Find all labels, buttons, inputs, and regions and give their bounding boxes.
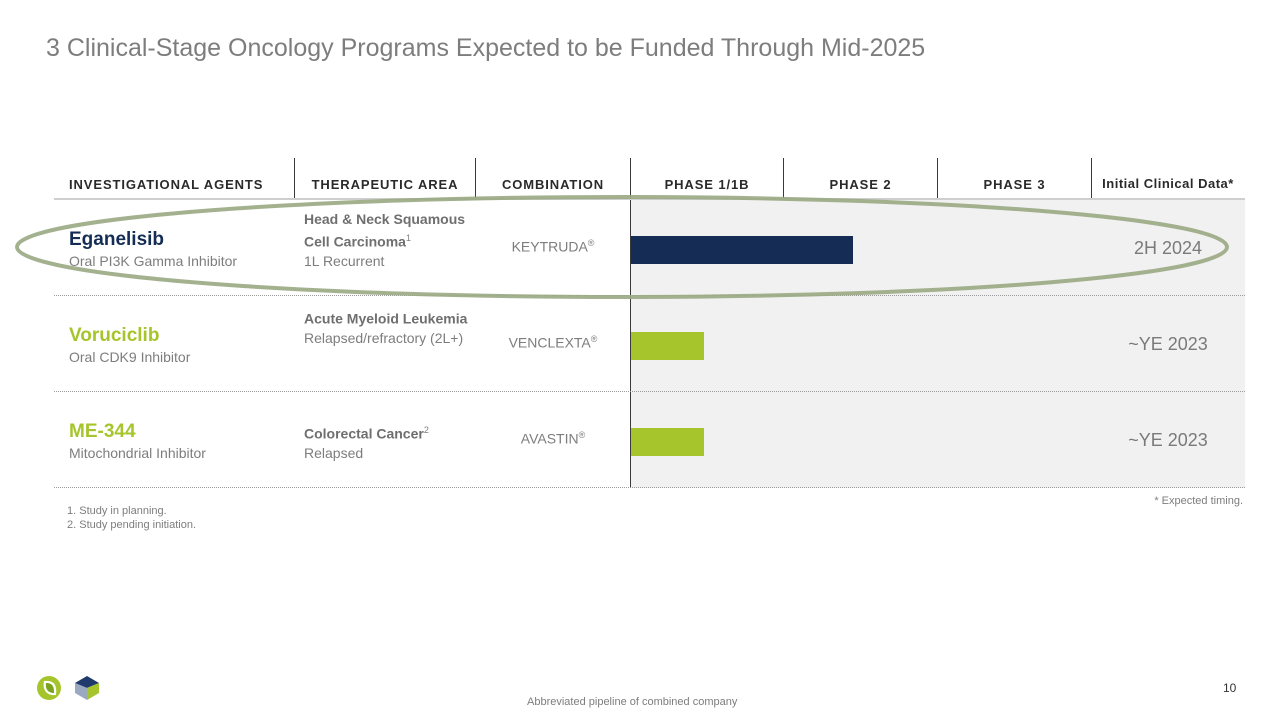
- header-divider: [937, 158, 938, 198]
- source-note: Abbreviated pipeline of combined company: [527, 696, 738, 708]
- initial-data-timing: ~YE 2023: [1128, 430, 1208, 450]
- page-number: 10: [1223, 681, 1237, 695]
- header-initial-data: Initial Clinical Data*: [1102, 176, 1234, 191]
- progress-bar: [631, 332, 704, 360]
- header-divider: [294, 158, 295, 198]
- therapeutic-area-line: Relapsed/refractory (2L+): [304, 329, 464, 346]
- footnote-1: 1. Study in planning.: [67, 505, 167, 517]
- header-divider: [1091, 158, 1092, 198]
- header-divider: [475, 158, 476, 198]
- header-phase1: PHASE 1/1B: [664, 177, 750, 192]
- highlight-ellipse-shape: [15, 195, 1229, 299]
- phase-divider: [630, 200, 631, 488]
- company-logo-icon: [37, 676, 61, 700]
- partner-logo-icon: [75, 676, 99, 700]
- header-divider: [783, 158, 784, 198]
- registered-mark: ®: [587, 238, 595, 248]
- initial-data-timing: 2H 2024: [1133, 238, 1203, 258]
- therapeutic-area-line: 1L Recurrent: [304, 252, 385, 269]
- combination-agent: VENCLEXTA®: [476, 334, 630, 351]
- footnote-ref: 1: [405, 233, 411, 243]
- footnote-2: 2. Study pending initiation.: [67, 519, 197, 531]
- row-separator: [54, 487, 1245, 488]
- therapeutic-area-name: Colorectal Cancer: [304, 425, 424, 442]
- combination-name: VENCLEXTA: [508, 334, 591, 351]
- registered-mark: ®: [578, 430, 586, 440]
- therapeutic-area-name: Acute Myeloid Leukemia: [304, 310, 468, 327]
- agent-desc: Oral CDK9 Inhibitor: [69, 349, 191, 365]
- header-combination: COMBINATION: [501, 177, 605, 192]
- header-agents: INVESTIGATIONAL AGENTS: [69, 177, 264, 192]
- header-phase2: PHASE 2: [829, 177, 892, 192]
- therapeutic-area-line: Relapsed: [304, 444, 364, 461]
- agent-desc: Mitochondrial Inhibitor: [69, 445, 206, 461]
- agent-name-me344: ME-344: [69, 421, 136, 442]
- agent-desc: Oral PI3K Gamma Inhibitor: [69, 253, 238, 269]
- header-therapeutic: THERAPEUTIC AREA: [311, 177, 459, 192]
- header-divider: [630, 158, 631, 198]
- combination-agent: KEYTRUDA®: [476, 238, 630, 255]
- agent-name-eganelisib: Eganelisib: [69, 229, 165, 250]
- therapeutic-area: Head & Neck Squamous Cell Carcinoma1 1L …: [304, 210, 469, 271]
- initial-data-timing: ~YE 2023: [1128, 334, 1208, 354]
- therapeutic-area-name: Head & Neck Squamous Cell Carcinoma: [304, 211, 466, 250]
- progress-bar: [631, 236, 853, 264]
- agent-name-voruciclib: Voruciclib: [69, 325, 160, 346]
- therapeutic-area: Colorectal Cancer2 Relapsed: [304, 421, 469, 463]
- registered-mark: ®: [590, 334, 598, 344]
- expected-timing-note: * Expected timing.: [1154, 495, 1243, 507]
- therapeutic-area: Acute Myeloid Leukemia Relapsed/refracto…: [304, 306, 469, 348]
- combination-name: AVASTIN: [520, 430, 579, 447]
- header-phase3: PHASE 3: [983, 177, 1046, 192]
- combination-name: KEYTRUDA: [511, 238, 588, 255]
- footnote-ref: 2: [423, 425, 429, 435]
- page-title: 3 Clinical-Stage Oncology Programs Expec…: [46, 34, 926, 62]
- combination-agent: AVASTIN®: [476, 430, 630, 447]
- progress-bar: [631, 428, 704, 456]
- row-separator: [54, 391, 1245, 392]
